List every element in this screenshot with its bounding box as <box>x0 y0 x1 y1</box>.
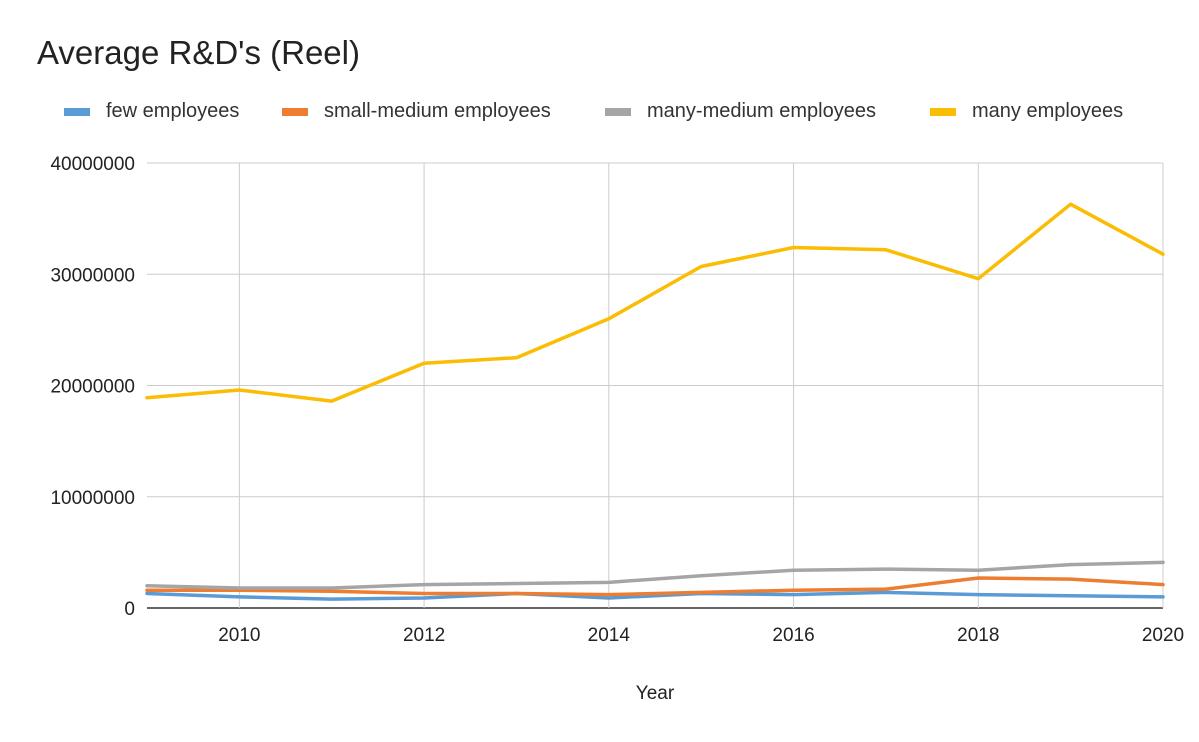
y-tick-label: 0 <box>124 599 135 620</box>
series-line-small-medium-employees <box>145 576 1165 597</box>
legend-item-small-medium-employees[interactable]: small-medium employees <box>282 100 551 123</box>
legend-label: many employees <box>972 100 1124 122</box>
x-axis-tick-labels: 2010 2012 2014 2016 2018 2020 <box>218 625 1184 646</box>
series-lines <box>145 202 1165 601</box>
legend-swatch <box>64 107 90 116</box>
series-line-many-medium-employees <box>145 560 1165 590</box>
legend-label: many-medium employees <box>647 100 876 122</box>
y-tick-label: 40000000 <box>50 154 135 175</box>
legend: few employees small-medium employees man… <box>0 100 1199 128</box>
legend-item-few-employees[interactable]: few employees <box>64 100 239 123</box>
x-tick-label: 2018 <box>957 625 999 646</box>
x-tick-label: 2020 <box>1142 625 1184 646</box>
x-tick-label: 2012 <box>403 625 445 646</box>
x-axis-label: Year <box>636 683 675 704</box>
y-axis-tick-labels: 0 10000000 20000000 30000000 40000000 <box>50 154 135 620</box>
x-tick-label: 2010 <box>218 625 260 646</box>
y-tick-label: 30000000 <box>50 265 135 286</box>
y-tick-label: 10000000 <box>50 488 135 509</box>
legend-label: small-medium employees <box>324 100 551 122</box>
legend-swatch <box>282 107 308 116</box>
legend-item-many-medium-employees[interactable]: many-medium employees <box>605 100 876 123</box>
gridlines <box>147 162 1164 609</box>
series-line-many-employees <box>145 202 1165 403</box>
series-line-few-employees <box>145 590 1165 601</box>
y-tick-label: 20000000 <box>50 377 135 398</box>
legend-item-many-employees[interactable]: many employees <box>930 100 1123 123</box>
chart-title: Average R&D's (Reel) <box>37 34 360 71</box>
x-tick-label: 2016 <box>772 625 814 646</box>
x-tick-label: 2014 <box>588 625 631 646</box>
legend-swatch <box>930 107 956 116</box>
legend-label: few employees <box>106 100 240 122</box>
legend-swatch <box>605 107 631 116</box>
